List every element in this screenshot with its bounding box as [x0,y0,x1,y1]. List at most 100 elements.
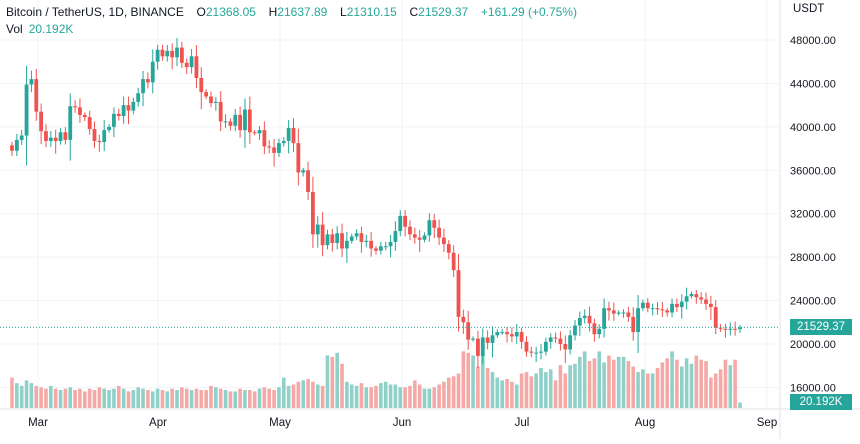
volume-bar [718,369,723,408]
volume-bar [68,387,73,408]
volume-bar [738,402,742,408]
volume-bar [582,351,587,408]
x-tick-label: Mar [28,417,48,429]
volume-bar [670,351,674,408]
volume-bar [325,355,330,408]
volume-bar [359,383,364,408]
candle-body [257,130,262,134]
volume-bar [379,383,383,408]
volume-bar [340,363,344,408]
volume-bar [306,379,310,408]
volume-bar [175,390,179,408]
volume-bar [170,388,174,408]
volume-bar [578,356,582,408]
volume-bar [374,385,378,408]
volume-bar [408,385,412,408]
candle-body [378,246,383,251]
candle-body [349,236,354,241]
volume-bar [281,377,286,408]
volume-bar [558,365,563,408]
volume-bar [447,377,451,408]
volume-bar [422,388,427,408]
candle-body [592,323,597,335]
candle-body [218,101,223,122]
candle-body [713,307,718,328]
y-tick-label: 40000.00 [790,122,836,134]
volume-bar [233,391,238,408]
legend-high-value: 21637.89 [277,5,328,19]
volume-bar [257,388,262,408]
volume-bar [383,381,388,408]
candle-body [412,234,417,238]
volume-bar [39,387,43,408]
legend-ohlc-row: Bitcoin / TetherUS, 1D, BINANCE O21368.0… [6,4,577,21]
volume-bar [243,390,247,408]
volume-bar [510,381,514,408]
x-tick-label: Apr [149,417,167,429]
legend-volume-value: 20.192K [28,22,74,36]
candle-body [369,240,374,249]
candle-body [340,233,344,249]
candle-body [374,248,378,251]
volume-bar [694,355,699,408]
candle-body [48,137,53,141]
candle-body [213,101,218,103]
candle-body [728,328,733,330]
candle-body [354,233,359,237]
candle-body [466,322,471,340]
candle-body [422,235,427,240]
currency-label[interactable]: USDT [793,3,825,15]
candle-body [558,338,563,344]
candle-body [655,308,660,310]
volume-bar [83,391,87,408]
volume-bar [252,391,257,408]
volume-bar [471,355,475,408]
candle-body [34,79,39,112]
last-price-tag: 21529.37 [790,319,852,336]
y-tick-label: 16000.00 [790,382,836,394]
candle-body [476,338,480,356]
volume-bar [315,384,320,408]
volume-bar [199,390,204,408]
candle-body [723,328,728,330]
candle-body [480,337,485,356]
candle-body [451,252,456,271]
candle-body [112,113,116,127]
candle-body [509,334,514,337]
volume-bar [369,387,373,408]
x-tick-label: Jul [515,417,530,429]
candle-body [597,328,602,335]
candle-body [68,106,73,140]
candle-body [490,335,495,343]
volume-bar [349,384,354,408]
candle-body [209,96,213,103]
volume-bar [15,383,19,408]
candle-body [296,143,301,173]
candle-body [442,237,446,245]
x-tick-label: Sep [757,417,777,429]
candle-body [383,246,388,248]
volume-bar [112,388,116,408]
volume-bar [437,384,441,408]
volume-bar [485,367,490,408]
legend-symbol[interactable]: Bitcoin / TetherUS, 1D, BINANCE [6,5,184,19]
candle-body [102,130,107,143]
volume-bar [150,391,155,408]
volume-bar [641,369,645,408]
volume-bar [524,372,529,408]
candle-body [175,47,179,58]
volume-bar [534,373,538,408]
y-tick-label: 36000.00 [790,165,836,177]
volume-bar [587,361,592,408]
volume-bar [548,369,553,408]
volume-bar [354,385,359,408]
candle-body [519,332,524,342]
candle-body [704,299,708,304]
candle-body [252,132,257,134]
candle-body [587,315,592,324]
candle-body [267,146,272,148]
candle-body [398,215,403,232]
volume-bar [87,388,92,408]
candle-body [330,234,335,244]
